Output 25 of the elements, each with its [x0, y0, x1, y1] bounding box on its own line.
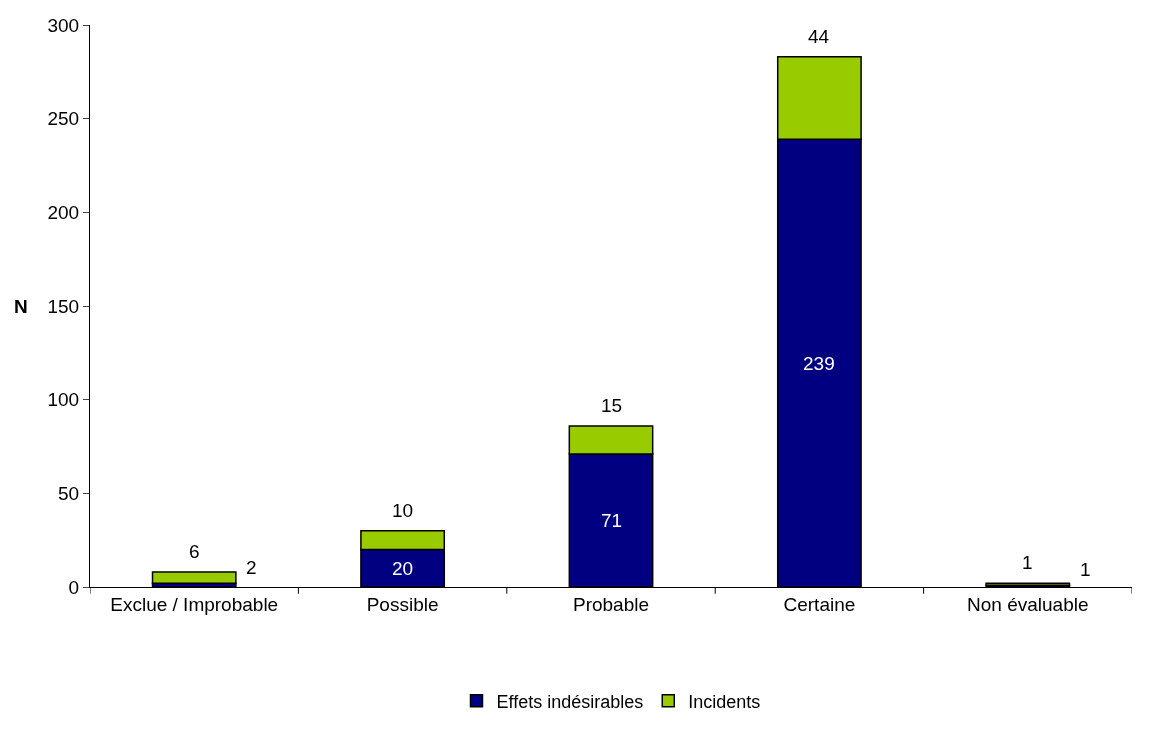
data-label: 44	[808, 26, 830, 47]
data-label: 1	[1022, 552, 1033, 573]
data-label: 20	[392, 558, 414, 579]
y-tick-label: 50	[58, 482, 80, 504]
data-label: 2	[246, 557, 257, 578]
legend-label: Effets indésirables	[496, 691, 644, 712]
data-label: 10	[392, 500, 414, 521]
y-tick-label: 200	[47, 201, 80, 223]
x-tick-label: Probable	[572, 593, 650, 615]
y-tick-label: 100	[47, 389, 80, 411]
x-tick-label: Possible	[366, 593, 439, 615]
y-axis-title: N	[14, 296, 28, 317]
data-label: 15	[601, 395, 623, 416]
y-tick-label: 250	[47, 108, 80, 130]
y-tick-label: 0	[68, 576, 80, 598]
x-tick-label: Exclue / Improbable	[110, 593, 279, 615]
y-tick-label: 150	[47, 295, 80, 317]
y-tick-label: 300	[47, 14, 80, 36]
data-label: 1	[1080, 559, 1091, 580]
x-tick-label: Non évaluable	[967, 593, 1089, 615]
data-label: 71	[601, 510, 623, 531]
x-tick-label: Certaine	[783, 593, 856, 615]
data-label: 6	[189, 541, 200, 562]
legend-label: Incidents	[688, 691, 761, 712]
data-label: 239	[803, 353, 835, 374]
